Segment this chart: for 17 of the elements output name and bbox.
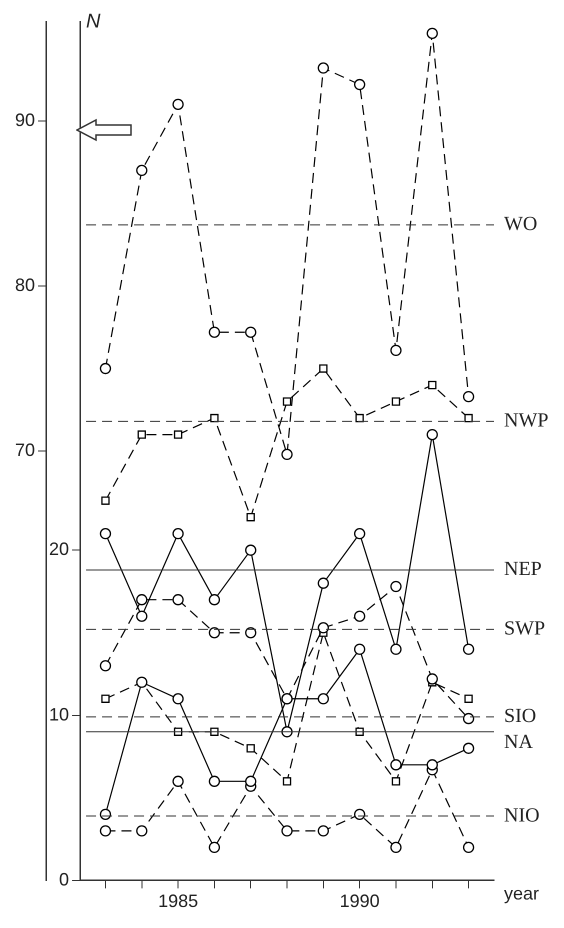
y-tick-label: 0 [59, 869, 70, 890]
y2-tick-label: 90 [14, 110, 36, 130]
ref-line-label: NEP [504, 558, 542, 580]
ref-line-label: WO [504, 213, 538, 236]
ref-line-label: SWP [504, 618, 546, 640]
ref-line-label: NWP [504, 410, 548, 432]
x-tick-label: 1985 [158, 891, 198, 912]
y-tick-label: 10 [49, 704, 70, 724]
y-axis-title: N [86, 10, 102, 33]
ref-line-label: NA [504, 731, 534, 754]
y2-tick-label: 80 [14, 274, 36, 295]
x-tick-label: 1990 [340, 891, 380, 912]
y-tick-label: 20 [49, 539, 70, 560]
y2-tick-label: 70 [14, 440, 36, 460]
x-axis-title: year [504, 883, 540, 904]
ref-line-label: SIO [504, 705, 536, 728]
ref-line-label: NIO [504, 804, 540, 826]
